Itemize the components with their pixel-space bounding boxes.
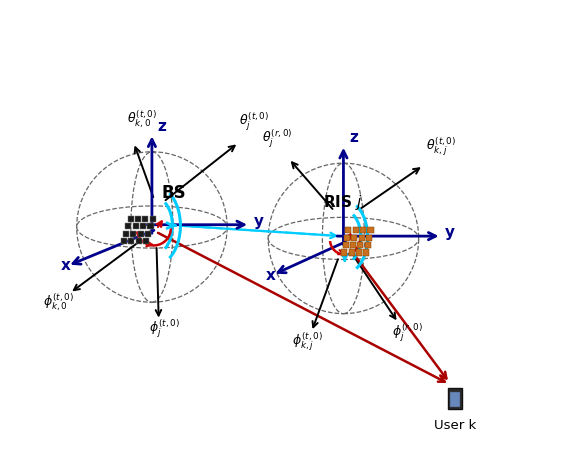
Text: z: z [157, 119, 166, 134]
Bar [128, 238, 134, 245]
Bar [356, 250, 362, 256]
Bar [150, 216, 156, 222]
Bar [448, 388, 462, 410]
Text: z: z [349, 130, 358, 145]
Bar [125, 224, 132, 230]
Bar [363, 250, 370, 256]
Bar [349, 250, 354, 256]
Text: $\phi_j^{(r,0)}$: $\phi_j^{(r,0)}$ [392, 321, 423, 343]
Bar [135, 216, 141, 222]
Text: x: x [61, 258, 70, 273]
Text: y: y [445, 225, 455, 240]
Bar [450, 392, 460, 407]
Bar [140, 224, 146, 230]
Bar [366, 235, 372, 241]
Bar [365, 243, 371, 248]
Text: BS: BS [162, 184, 187, 202]
Bar [120, 238, 127, 245]
Bar [353, 228, 359, 234]
Text: $\phi_{k,j}^{(t,0)}$: $\phi_{k,j}^{(t,0)}$ [292, 330, 322, 352]
Bar [343, 243, 349, 248]
Bar [145, 231, 151, 237]
Bar [133, 224, 139, 230]
Bar [136, 238, 141, 245]
Bar [352, 235, 357, 241]
Bar [147, 224, 154, 230]
Bar [360, 228, 366, 234]
Text: $\theta_{k,0}^{(t,0)}$: $\theta_{k,0}^{(t,0)}$ [127, 108, 157, 129]
Text: $\phi_{k,0}^{(t,0)}$: $\phi_{k,0}^{(t,0)}$ [43, 291, 74, 313]
Bar [130, 231, 136, 237]
Bar [143, 216, 148, 222]
Text: RIS $j$: RIS $j$ [323, 193, 363, 212]
Text: $\theta_{k,j}^{(t,0)}$: $\theta_{k,j}^{(t,0)}$ [427, 136, 457, 157]
Text: y: y [254, 213, 264, 228]
Bar [341, 250, 347, 256]
Bar [367, 228, 374, 234]
Bar [138, 231, 144, 237]
Bar [143, 238, 149, 245]
Bar [357, 243, 363, 248]
Text: User k: User k [434, 418, 476, 431]
Bar [123, 231, 129, 237]
Text: $\theta_j^{(r,0)}$: $\theta_j^{(r,0)}$ [262, 127, 293, 149]
Text: x: x [266, 268, 276, 283]
Bar [345, 228, 352, 234]
Bar [127, 216, 134, 222]
Bar [359, 235, 365, 241]
Bar [350, 243, 356, 248]
Text: $\phi_j^{(t,0)}$: $\phi_j^{(t,0)}$ [149, 318, 180, 339]
Text: $\theta_j^{(t,0)}$: $\theta_j^{(t,0)}$ [239, 111, 269, 132]
Bar [344, 235, 350, 241]
